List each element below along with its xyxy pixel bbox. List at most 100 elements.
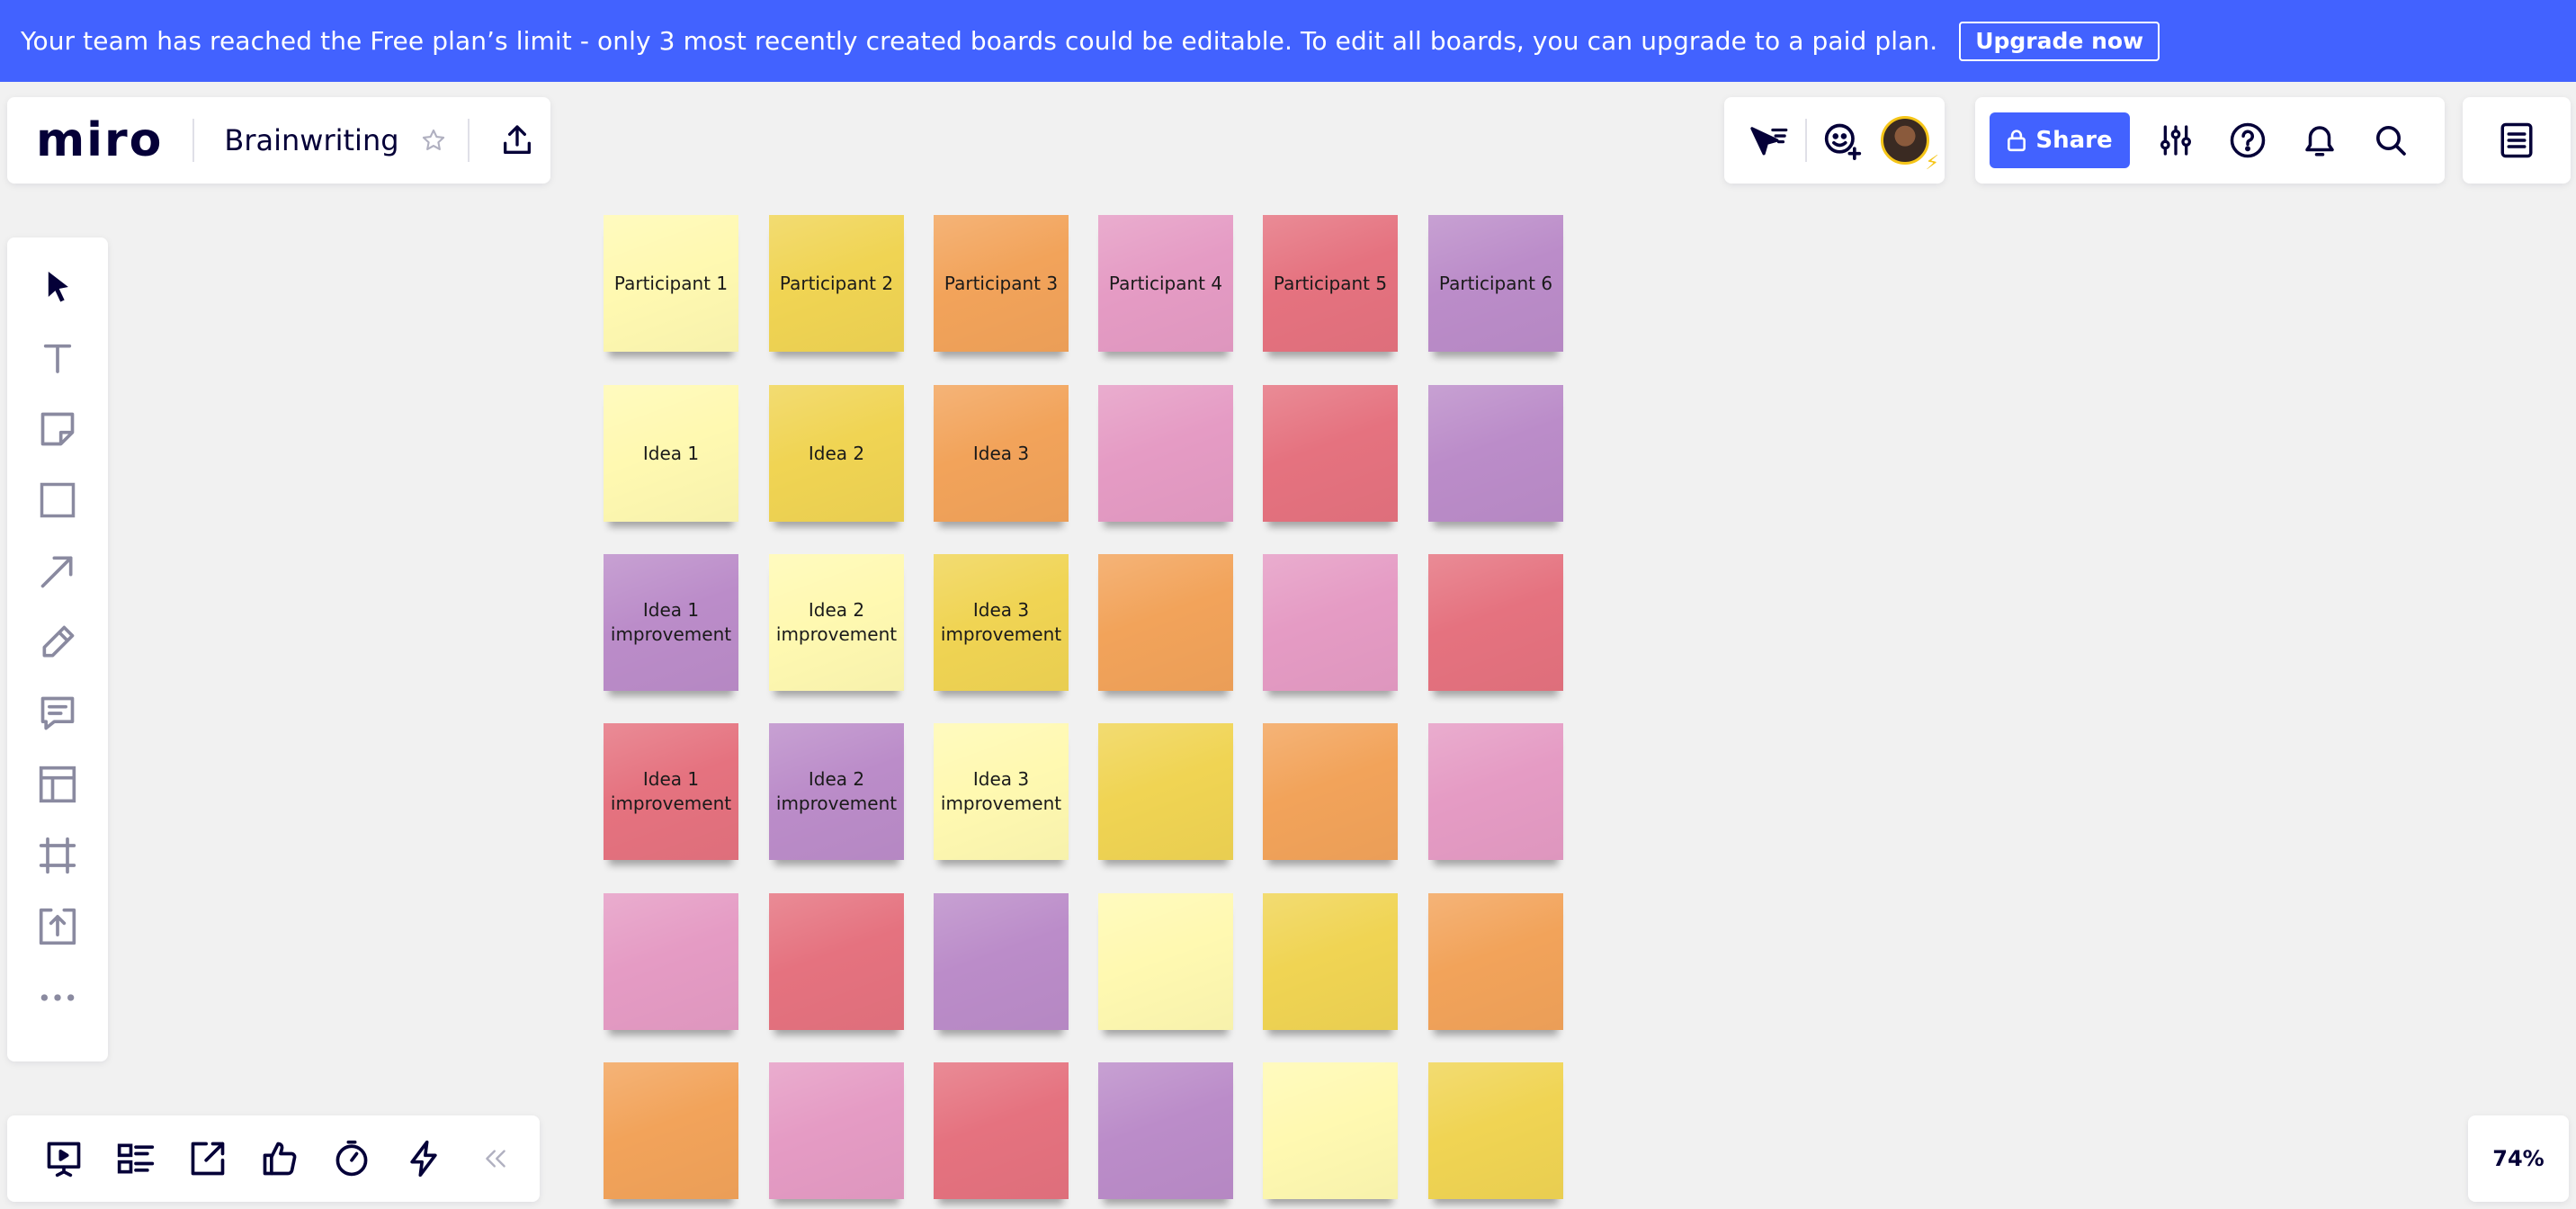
collapse-icon[interactable] (460, 1123, 532, 1195)
sticky-note-text: Participant 1 (613, 272, 729, 294)
shape-icon[interactable] (7, 464, 108, 535)
sticky-note[interactable] (1263, 1062, 1398, 1199)
user-avatar[interactable]: ⚡ (1881, 116, 1939, 175)
lightning-badge-icon: ⚡ (1925, 152, 1939, 175)
sticky-note[interactable] (1098, 554, 1233, 691)
divider (192, 119, 195, 162)
upload-icon[interactable] (7, 891, 108, 962)
board-info-panel: miro Brainwriting (7, 97, 550, 184)
sticky-note[interactable]: Idea 1 (604, 385, 738, 522)
sticky-note[interactable] (1428, 554, 1563, 691)
sticky-note[interactable]: Participant 2 (769, 215, 904, 352)
share-screen-icon[interactable] (172, 1123, 244, 1195)
collaboration-toolbar (7, 1115, 540, 1202)
sticky-note-text: Idea 2 improvement (775, 768, 898, 814)
board-list-icon[interactable] (100, 1123, 172, 1195)
presentation-icon[interactable] (28, 1123, 100, 1195)
board-tools-panel: Share (1975, 97, 2445, 184)
sticky-note[interactable]: Idea 3 improvement (934, 554, 1069, 691)
notes-list-icon[interactable] (2499, 121, 2535, 159)
zoom-value: 74% (2492, 1146, 2545, 1171)
creation-toolbar (7, 237, 108, 1061)
template-icon[interactable] (7, 748, 108, 819)
sticky-note[interactable]: Idea 3 improvement (934, 723, 1069, 860)
lightning-icon[interactable] (388, 1123, 460, 1195)
sticky-note-text: Idea 2 improvement (775, 599, 898, 645)
notifications-bell-icon[interactable] (2301, 121, 2339, 159)
timer-icon[interactable] (316, 1123, 388, 1195)
frame-icon[interactable] (7, 819, 108, 891)
miro-logo[interactable]: miro (36, 113, 164, 167)
collaboration-panel: ⚡ (1724, 97, 1945, 184)
sticky-note[interactable] (604, 893, 738, 1030)
sticky-note[interactable] (1428, 893, 1563, 1030)
export-icon[interactable] (499, 122, 535, 158)
voting-thumbs-up-icon[interactable] (244, 1123, 316, 1195)
sticky-note-text: Idea 1 improvement (610, 768, 732, 814)
sticky-note[interactable]: Participant 6 (1428, 215, 1563, 352)
sticky-note-text: Participant 2 (779, 272, 894, 294)
help-icon[interactable] (2229, 121, 2267, 159)
sticky-note-text: Participant 4 (1108, 272, 1223, 294)
sticky-note-text: Participant 6 (1438, 272, 1553, 294)
sticky-note[interactable] (604, 1062, 738, 1199)
invite-reaction-icon[interactable] (1823, 121, 1863, 160)
sticky-note[interactable] (1263, 723, 1398, 860)
banner-message: Your team has reached the Free plan’s li… (21, 26, 1938, 56)
sticky-note[interactable] (934, 893, 1069, 1030)
sticky-note[interactable]: Participant 5 (1263, 215, 1398, 352)
notes-panel (2463, 97, 2571, 184)
sticky-note[interactable]: Idea 1 improvement (604, 554, 738, 691)
sticky-note[interactable]: Participant 4 (1098, 215, 1233, 352)
sticky-note[interactable] (1263, 385, 1398, 522)
divider (467, 119, 470, 162)
sticky-note[interactable]: Idea 2 improvement (769, 723, 904, 860)
arrow-icon[interactable] (7, 535, 108, 606)
sticky-note-text: Participant 3 (944, 272, 1059, 294)
sticky-note[interactable]: Participant 1 (604, 215, 738, 352)
sticky-note-icon[interactable] (7, 393, 108, 464)
select-icon[interactable] (7, 251, 108, 322)
sticky-note[interactable] (1428, 1062, 1563, 1199)
sticky-note[interactable]: Idea 2 improvement (769, 554, 904, 691)
lock-icon (2008, 130, 2026, 152)
sticky-note-text: Idea 3 improvement (940, 599, 1062, 645)
cursor-filter-icon[interactable] (1748, 122, 1789, 158)
sticky-note-text: Participant 5 (1273, 272, 1388, 294)
divider (1805, 119, 1807, 162)
sticky-note[interactable] (934, 1062, 1069, 1199)
sticky-note-text: Idea 2 (808, 442, 865, 464)
sticky-note-text: Idea 1 (642, 442, 700, 464)
sticky-note-text: Idea 3 (972, 442, 1030, 464)
sticky-note[interactable]: Idea 1 improvement (604, 723, 738, 860)
upgrade-now-button[interactable]: Upgrade now (1959, 21, 2160, 61)
text-icon[interactable] (7, 322, 108, 393)
sticky-note[interactable] (1098, 1062, 1233, 1199)
search-icon[interactable] (2373, 122, 2409, 158)
sticky-note[interactable] (1263, 893, 1398, 1030)
zoom-level[interactable]: 74% (2468, 1115, 2569, 1202)
share-button[interactable]: Share (1990, 112, 2130, 168)
sticky-note[interactable]: Idea 3 (934, 385, 1069, 522)
sticky-note[interactable] (1098, 385, 1233, 522)
sticky-note-text: Idea 3 improvement (940, 768, 1062, 814)
sticky-note[interactable]: Participant 3 (934, 215, 1069, 352)
comment-icon[interactable] (7, 677, 108, 748)
star-icon[interactable] (421, 128, 446, 153)
plan-limit-banner: Your team has reached the Free plan’s li… (0, 0, 2576, 82)
sticky-note[interactable] (1428, 723, 1563, 860)
sticky-note[interactable] (1263, 554, 1398, 691)
sticky-note[interactable] (769, 1062, 904, 1199)
pen-icon[interactable] (7, 606, 108, 677)
board-title[interactable]: Brainwriting (224, 123, 399, 157)
sticky-note[interactable] (1428, 385, 1563, 522)
sticky-note[interactable]: Idea 2 (769, 385, 904, 522)
sticky-note[interactable] (769, 893, 904, 1030)
share-label: Share (2035, 127, 2113, 154)
more-icon[interactable] (7, 962, 108, 1033)
sticky-note[interactable] (1098, 723, 1233, 860)
sticky-note-text: Idea 1 improvement (610, 599, 732, 645)
sticky-note[interactable] (1098, 893, 1233, 1030)
settings-sliders-icon[interactable] (2157, 122, 2195, 158)
